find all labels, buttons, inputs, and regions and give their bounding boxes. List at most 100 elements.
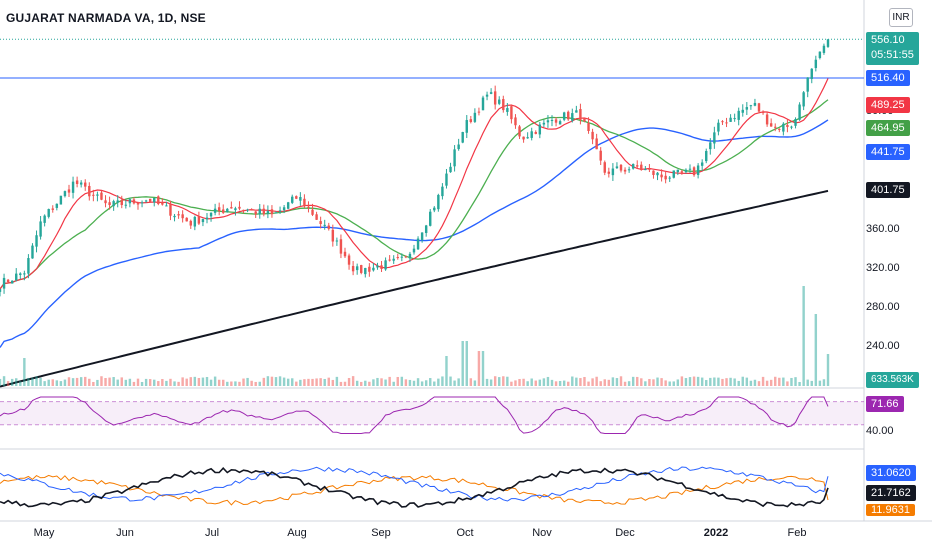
volume-bar [538, 379, 542, 386]
ma-green-line [0, 99, 829, 290]
volume-tag: 633.563K [866, 372, 919, 388]
volume-bar [514, 380, 517, 386]
volume-bar [343, 381, 347, 386]
ma-red-tag: 489.25 [866, 97, 910, 113]
candle-body [757, 103, 761, 112]
time-axis-label: May [33, 527, 55, 539]
di-plus-line [0, 466, 829, 502]
volume-bar [128, 378, 132, 386]
candle-body [266, 211, 270, 214]
candle-body [692, 167, 696, 176]
candle-body [79, 182, 83, 185]
volume-bar [644, 381, 647, 386]
candle-body [774, 126, 777, 128]
volume-bar [51, 379, 54, 386]
price-axis-label: 360.00 [866, 223, 900, 235]
candle-body [542, 122, 546, 125]
candle-body [299, 197, 302, 201]
candle-body [644, 168, 647, 171]
candle-body [120, 199, 123, 206]
volume-bar [498, 377, 501, 386]
volume-bar [631, 376, 635, 386]
volume-bar [558, 380, 562, 386]
volume-bar [92, 381, 95, 386]
time-axis-label: Dec [615, 527, 635, 539]
candle-body [51, 208, 54, 210]
ma-red-line [0, 78, 829, 290]
volume-bar [75, 377, 79, 386]
volume-bar [217, 379, 221, 386]
candle-body [510, 106, 513, 120]
candle-body [165, 205, 168, 207]
volume-bar [774, 376, 777, 386]
candle-body [761, 112, 765, 114]
candle-body [749, 105, 753, 107]
candle-body [437, 194, 440, 210]
volume-bar [826, 354, 830, 386]
currency-button[interactable]: INR [889, 8, 913, 27]
candle-body [485, 94, 489, 97]
candle-body [713, 132, 716, 144]
candle-body [778, 128, 781, 130]
candle-body [364, 267, 367, 275]
volume-bar [205, 376, 209, 386]
candle-body [35, 235, 38, 247]
candle-body [591, 131, 594, 140]
candle-body [343, 251, 347, 257]
volume-bar [725, 378, 728, 386]
volume-bar [148, 379, 152, 386]
candle-body [522, 136, 525, 140]
candle-body [6, 279, 10, 283]
volume-bar [331, 379, 335, 386]
candle-body [567, 111, 570, 120]
volume-bar [761, 376, 765, 386]
candle-body [688, 168, 692, 170]
candle-body [2, 277, 6, 289]
volume-bar [311, 378, 314, 386]
volume-bar [769, 379, 773, 386]
candle-body [465, 120, 468, 133]
volume-bar [433, 381, 436, 386]
volume-bar [416, 378, 420, 386]
rsi-value-tag: 71.66 [866, 396, 904, 412]
volume-bar [818, 380, 822, 386]
candle-body [193, 216, 197, 227]
candle-body [611, 168, 615, 176]
volume-bar [591, 378, 594, 386]
volume-bar [599, 381, 602, 386]
candle-body [676, 169, 680, 173]
candle-body [818, 51, 822, 58]
volume-bar [510, 381, 513, 386]
candle-body [262, 208, 266, 215]
volume-bar [201, 377, 205, 386]
candle-body [242, 209, 245, 211]
volume-bar [157, 381, 160, 386]
volume-bar [19, 381, 22, 386]
candle-body [88, 185, 91, 197]
candle-body [806, 77, 809, 92]
candle-body [550, 120, 554, 122]
volume-bar [506, 376, 509, 386]
volume-bar [339, 381, 343, 386]
candle-body [84, 182, 87, 187]
candle-body [420, 232, 424, 240]
time-axis-label: Sep [371, 527, 391, 539]
candle-body [319, 221, 322, 224]
volume-bar [615, 378, 619, 386]
time-axis-label: Oct [456, 527, 474, 539]
volume-bar [546, 376, 550, 386]
volume-bar [0, 378, 2, 386]
volume-bar [489, 379, 493, 386]
volume-bar [120, 377, 123, 386]
candle-body [96, 194, 99, 196]
candle-body [148, 198, 152, 202]
candle-body [619, 164, 623, 171]
candle-body [700, 162, 704, 166]
ma-black-tag: 401.75 [866, 182, 910, 198]
candle-body [10, 280, 14, 284]
volume-bar [392, 381, 395, 386]
volume-bar [753, 379, 757, 386]
volume-bar [384, 379, 387, 386]
candle-body [282, 207, 286, 211]
